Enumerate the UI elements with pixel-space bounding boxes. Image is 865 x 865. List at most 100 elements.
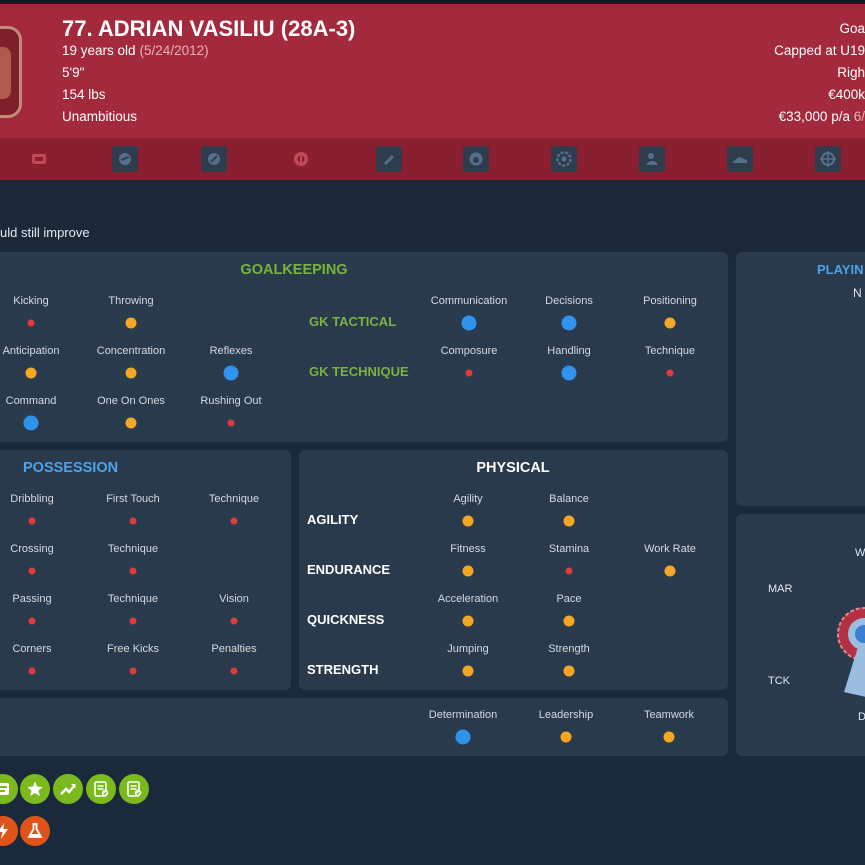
attr-label: Communication [430,295,508,307]
attr-label: Corners [12,643,52,655]
playing-panel [736,252,865,506]
attr-rating-dot [563,615,575,627]
player-position: Goa [839,21,865,36]
physical-panel [299,450,728,690]
attr-label: Strength [548,643,590,655]
attr-rating-dot [565,567,573,575]
attr-label: Technique [208,493,260,505]
shoe-icon[interactable] [727,146,753,172]
physical-title: PHYSICAL [476,460,550,476]
attr-rating-dot [663,731,675,743]
player-value: €400k [828,87,865,102]
helmet-icon[interactable] [463,146,489,172]
attr-rating-dot [561,365,577,381]
player-wage-extra: 6/ [853,109,865,124]
attr-label: Composure [440,345,498,357]
improvement-note: uld still improve [0,225,90,240]
attr-rating-dot [223,365,239,381]
attr-rating-dot [455,729,471,745]
flask-icon[interactable] [20,816,50,846]
attr-label: Agility [453,493,483,505]
attr-rating-dot [125,417,137,429]
radar-label: D [858,711,865,723]
top-strip [0,0,865,4]
physical-group-label: ENDURANCE [307,562,391,577]
person-icon[interactable] [639,146,665,172]
hammer-sickle-icon[interactable] [201,146,227,172]
attr-label: Stamina [548,543,590,555]
goalkeeping-panel [0,252,728,442]
approved-report-icon[interactable] [119,774,149,804]
playing-value: N [853,286,862,300]
attr-label: Concentration [96,345,166,357]
possession-title: POSSESSION [23,460,119,476]
player-dob: (5/24/2012) [139,43,209,58]
radar-label: TCK [768,675,790,687]
attr-rating-dot [465,369,473,377]
attr-rating-dot [666,369,674,377]
attr-rating-dot [125,317,137,329]
attr-rating-dot [129,667,137,675]
attr-label: Free Kicks [107,643,159,655]
attr-rating-dot [129,517,137,525]
club-crest [0,26,22,118]
player-wage: €33,000 p/a [778,109,850,124]
attr-label: Positioning [643,295,697,307]
attr-rating-dot [28,617,36,625]
attr-label: Leadership [538,709,594,721]
attr-label: Technique [107,593,159,605]
attr-rating-dot [560,731,572,743]
attr-rating-dot [227,419,235,427]
attr-label: Work Rate [644,543,696,555]
attr-label: Vision [219,593,249,605]
attr-rating-dot [27,319,35,327]
attr-rating-dot [563,515,575,527]
attr-rating-dot [561,315,577,331]
player-wage-line: €33,000 p/a 6/ [779,109,865,124]
player-caps: Capped at U19 [774,43,865,58]
attr-rating-dot [462,565,474,577]
attr-rating-dot [461,315,477,331]
shield-helmet-icon[interactable] [112,146,138,172]
attr-rating-dot [462,615,474,627]
possession-panel [0,450,291,690]
sub-header-bar [0,180,865,262]
trending-up-icon[interactable] [53,774,83,804]
physical-group-label: STRENGTH [307,662,379,677]
attr-label: Passing [12,593,52,605]
attr-label: Acceleration [437,593,499,605]
attr-label: Handling [547,345,591,357]
radar-label: W [855,547,865,559]
boot-icon[interactable] [376,146,402,172]
player-height: 5'9" [62,65,85,80]
mental-panel [0,698,728,756]
star-icon[interactable] [20,774,50,804]
playing-title: PLAYIN [817,262,864,277]
attr-rating-dot [664,565,676,577]
gk-technique-label: GK TECHNIQUE [309,364,409,379]
attr-label: Crossing [10,543,54,555]
attr-rating-dot [230,617,238,625]
player-name: 77. ADRIAN VASILIU (28A-3) [62,16,356,41]
checklist-icon[interactable] [86,774,116,804]
gear-badge-icon[interactable] [551,146,577,172]
attr-label: Fitness [450,543,486,555]
tab-icon-bar [0,138,865,180]
player-foot: Righ [837,65,865,80]
attr-rating-dot [462,515,474,527]
attr-label: One On Ones [97,395,165,407]
attr-rating-dot [28,667,36,675]
attr-rating-dot [462,665,474,677]
radar-label: MAR [768,583,793,595]
target-icon[interactable] [288,146,314,172]
attr-label: Determination [428,709,498,721]
attr-label: Balance [549,493,589,505]
player-weight: 154 lbs [62,87,106,102]
id-card-icon[interactable] [26,146,52,172]
lightning-icon[interactable] [0,816,18,846]
radar-shape [837,607,865,697]
attr-label: Technique [644,345,696,357]
scouting-report-icon[interactable] [0,774,18,804]
crosshair-icon[interactable] [815,146,841,172]
